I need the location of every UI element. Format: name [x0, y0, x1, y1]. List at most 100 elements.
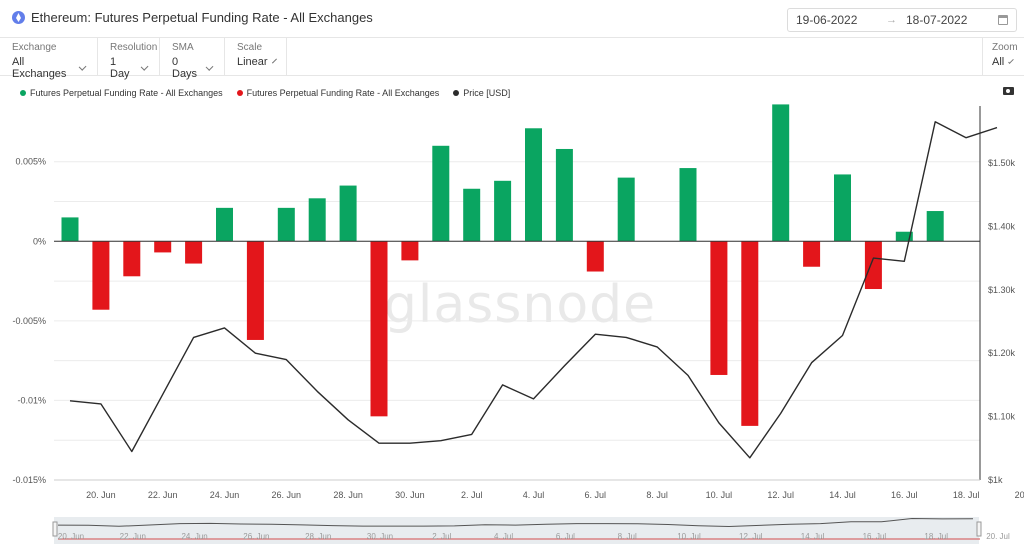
y-right-tick-label: $1k [988, 475, 1003, 485]
range-navigator[interactable]: 20. Jun 22. Jun 24. Jun 26. Jun 28. Jun 30. J… [0, 515, 1024, 548]
page-title: Ethereum: Futures Perpetual Funding Rate… [31, 10, 373, 25]
bar-positive [555, 148, 573, 242]
navigator-tick-label: 14. Jul [801, 532, 825, 541]
chart-legend: Futures Perpetual Funding Rate - All Exc… [20, 88, 510, 98]
chevron-down-icon[interactable] [271, 58, 277, 63]
title-row: Ethereum: Futures Perpetual Funding Rate… [12, 10, 373, 25]
bar-negative [92, 241, 110, 310]
bar-negative [370, 241, 388, 417]
x-tick-label: 12. Jul [767, 490, 794, 500]
navigator-tick-label: 10. Jul [677, 532, 701, 541]
y-right-tick-label: $1.50k [988, 158, 1016, 168]
legend-item-price[interactable]: Price [USD] [453, 88, 510, 98]
bar-negative [154, 241, 172, 253]
bar-positive [926, 211, 944, 242]
chevron-down-icon[interactable] [205, 62, 214, 71]
navigator-tick-label: 28. Jun [305, 532, 331, 541]
x-tick-label: 30. Jun [395, 490, 425, 500]
bar-negative [741, 241, 759, 426]
chevron-down-icon[interactable] [140, 62, 149, 71]
x-tick-label: 6. Jul [585, 490, 607, 500]
bar-positive [494, 180, 512, 242]
y-left-tick-label: -0.01% [17, 395, 46, 405]
date-range-picker[interactable]: 19-06-2022 → 18-07-2022 [787, 8, 1017, 32]
exchange-select[interactable]: Exchange All Exchanges [0, 38, 98, 80]
bar-negative [123, 241, 141, 277]
resolution-label: Resolution [110, 42, 158, 53]
date-from[interactable]: 19-06-2022 [796, 13, 858, 27]
watermark: glassnode [384, 275, 656, 335]
navigator-tick-label: 6. Jul [556, 532, 575, 541]
price-line [69, 121, 998, 459]
bar-positive [216, 207, 233, 242]
navigator-tick-label: 24. Jun [181, 532, 207, 541]
chevron-down-icon[interactable] [1008, 57, 1014, 64]
chevron-down-icon[interactable] [78, 62, 87, 71]
x-tick-label: 20. Jul [1015, 490, 1024, 500]
navigator-tick-label: 18. Jul [924, 532, 948, 541]
y-left-tick-label: -0.015% [12, 475, 46, 485]
controls-bar: Exchange All Exchanges Resolution 1 Day … [0, 38, 1024, 80]
x-tick-label: 24. Jun [210, 490, 240, 500]
exchange-label: Exchange [12, 42, 57, 53]
calendar-icon[interactable] [998, 15, 1008, 25]
navigator-tick-label: 20. Jun [58, 532, 84, 541]
legend-label[interactable]: Price [USD] [463, 88, 511, 98]
scale-select[interactable]: Scale Linear [225, 38, 287, 76]
bar-positive [308, 198, 326, 242]
navigator-price-line [57, 517, 974, 528]
camera-icon[interactable] [1003, 87, 1014, 95]
bar-positive [834, 174, 851, 242]
exchange-value[interactable]: All Exchanges [12, 56, 67, 80]
resolution-select[interactable]: Resolution 1 Day [98, 38, 160, 80]
x-tick-label: 16. Jul [891, 490, 918, 500]
legend-item-negative[interactable]: Futures Perpetual Funding Rate - All Exc… [236, 88, 440, 98]
x-tick-label: 8. Jul [646, 490, 668, 500]
x-tick-label: 18. Jul [953, 490, 980, 500]
bar-negative [803, 241, 821, 267]
ethereum-icon [12, 11, 25, 24]
legend-dot [20, 90, 26, 96]
x-tick-label: 4. Jul [523, 490, 545, 500]
y-right-tick-label: $1.10k [988, 412, 1016, 422]
sma-value[interactable]: 0 Days [172, 56, 198, 80]
bar-positive [617, 177, 635, 242]
legend-label[interactable]: Futures Perpetual Funding Rate - All Exc… [246, 88, 440, 98]
bar-positive [339, 185, 357, 242]
bar-positive [61, 217, 79, 242]
navigator-tick-label: 20. Jul [986, 532, 1010, 541]
navigator-left-handle[interactable] [52, 521, 58, 537]
arrow-right-icon: → [886, 14, 897, 26]
zoom-label: Zoom [992, 42, 1018, 53]
navigator-tick-label: 2. Jul [432, 532, 451, 541]
bar-negative [185, 241, 203, 264]
x-tick-label: 22. Jun [148, 490, 178, 500]
legend-label[interactable]: Futures Perpetual Funding Rate - All Exc… [30, 88, 223, 98]
scale-value[interactable]: Linear [237, 56, 268, 68]
navigator-right-handle[interactable] [976, 521, 982, 537]
navigator-tick-label: 26. Jun [243, 532, 269, 541]
bar-positive [463, 188, 481, 242]
x-tick-label: 20. Jun [86, 490, 116, 500]
x-tick-label: 2. Jul [461, 490, 483, 500]
scale-label: Scale [237, 42, 263, 53]
bar-negative [401, 241, 419, 261]
navigator-tick-label: 12. Jul [739, 532, 763, 541]
x-tick-label: 28. Jun [333, 490, 363, 500]
navigator-tick-label: 30. Jun [367, 532, 393, 541]
sma-select[interactable]: SMA 0 Days [160, 38, 225, 80]
zoom-select[interactable]: Zoom All [982, 38, 1024, 76]
navigator-tick-label: 16. Jul [863, 532, 887, 541]
zoom-value[interactable]: All [992, 56, 1005, 68]
bar-positive [772, 104, 790, 242]
y-left-tick-label: 0.005% [15, 157, 46, 167]
bar-negative [710, 241, 728, 375]
sma-label: SMA [172, 42, 194, 53]
navigator-tick-label: 4. Jul [494, 532, 513, 541]
resolution-value[interactable]: 1 Day [110, 56, 130, 80]
legend-dot [236, 90, 243, 96]
x-tick-label: 14. Jul [829, 490, 856, 500]
legend-item-positive[interactable]: Futures Perpetual Funding Rate - All Exc… [20, 88, 223, 98]
date-to[interactable]: 18-07-2022 [906, 13, 968, 27]
bar-negative [246, 241, 264, 340]
